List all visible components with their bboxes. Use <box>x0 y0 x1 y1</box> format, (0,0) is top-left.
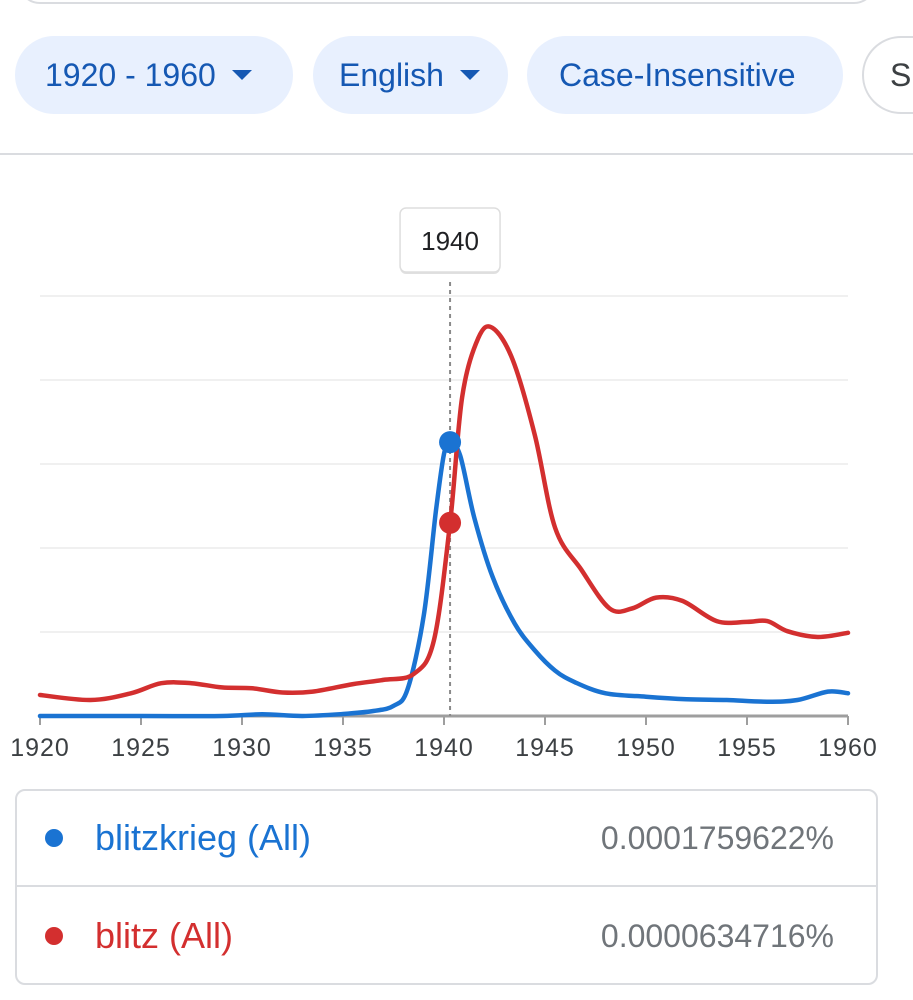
legend: blitzkrieg (All) 0.0001759622% blitz (Al… <box>15 789 878 985</box>
hover-point-blitz <box>439 511 462 534</box>
case-insensitive-toggle[interactable]: Case-Insensitive <box>527 36 843 114</box>
tooltip-year: 1940 <box>421 226 479 256</box>
x-tick-label: 1925 <box>111 734 171 762</box>
legend-row-blitzkrieg[interactable]: blitzkrieg (All) 0.0001759622% <box>17 791 876 887</box>
blitzkrieg-dot-icon <box>45 829 63 847</box>
series-line-blitzkrieg[interactable] <box>37 439 851 719</box>
x-tick-label: 1945 <box>515 734 575 762</box>
x-tick-label: 1940 <box>414 734 474 762</box>
chevron-down-icon <box>459 70 480 80</box>
line-chart[interactable]: 1920 1925 1930 1935 1940 1945 1950 1955 1960 1940 <box>0 0 913 790</box>
x-tick-label: 1960 <box>818 734 878 762</box>
corpus-label: English <box>339 56 444 93</box>
legend-row-blitz[interactable]: blitz (All) 0.0000634716% <box>17 888 876 983</box>
hover-point-blitzkrieg <box>439 431 462 454</box>
legend-series-value: 0.0001759622% <box>600 819 834 856</box>
x-tick-label: 1955 <box>717 734 777 762</box>
divider <box>0 153 913 155</box>
tooltip-box <box>399 207 501 273</box>
year-range-dropdown[interactable]: 1920 - 1960 <box>15 36 293 114</box>
legend-series-value: 0.0000634716% <box>600 917 834 954</box>
chevron-down-icon <box>231 70 252 80</box>
filter-chips: 1920 - 1960 English Case-Insensitive S <box>0 36 913 114</box>
x-tick-label: 1920 <box>10 734 70 762</box>
legend-series-name: blitzkrieg (All) <box>95 817 312 858</box>
legend-series-name: blitz (All) <box>95 915 234 956</box>
series-line-blitz[interactable] <box>37 324 851 703</box>
case-label: Case-Insensitive <box>559 56 796 93</box>
x-tick-label: 1935 <box>313 734 373 762</box>
smoothing-label: S <box>890 56 912 93</box>
x-tick-label: 1950 <box>616 734 676 762</box>
blitz-dot-icon <box>45 927 63 945</box>
year-range-label: 1920 - 1960 <box>45 56 216 93</box>
corpus-dropdown[interactable]: English <box>313 36 508 114</box>
x-tick-label: 1930 <box>212 734 272 762</box>
